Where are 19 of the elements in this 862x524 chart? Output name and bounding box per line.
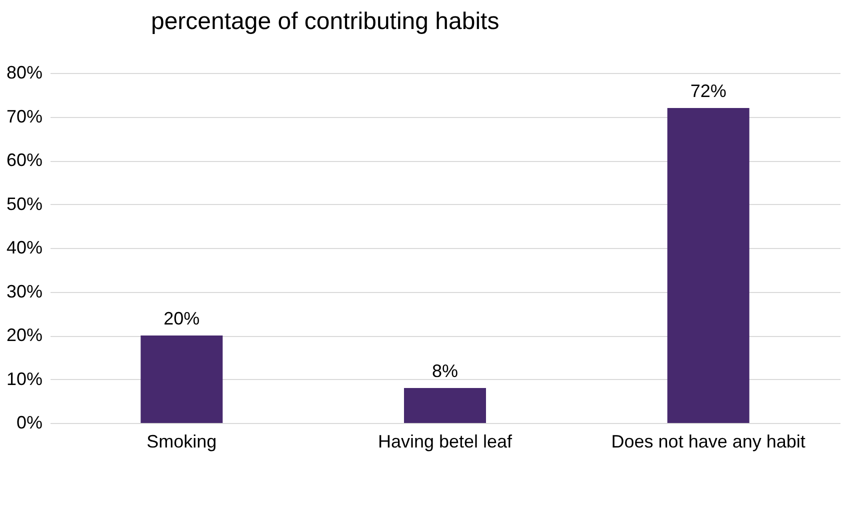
y-tick-label: 0% bbox=[16, 412, 42, 432]
y-tick-label: 80% bbox=[6, 62, 42, 82]
y-tick-label: 60% bbox=[6, 150, 42, 170]
x-tick-label: Having betel leaf bbox=[378, 432, 514, 452]
y-tick-label: 70% bbox=[6, 106, 42, 126]
bar bbox=[140, 336, 223, 423]
y-tick-label: 30% bbox=[6, 281, 42, 302]
bar bbox=[404, 388, 486, 423]
chart-title: percentage of contributing habits bbox=[150, 8, 500, 35]
x-tick-label: Does not have any habit bbox=[611, 432, 806, 452]
y-tick-label: 20% bbox=[6, 325, 42, 345]
data-label: 8% bbox=[432, 361, 458, 381]
bar bbox=[667, 108, 750, 423]
data-label: 72% bbox=[690, 81, 726, 101]
x-tick-label: Smoking bbox=[146, 432, 217, 452]
y-tick-label: 50% bbox=[6, 194, 42, 214]
y-tick-label: 10% bbox=[6, 368, 42, 389]
data-label: 20% bbox=[164, 308, 200, 328]
y-tick-label: 40% bbox=[6, 238, 42, 258]
